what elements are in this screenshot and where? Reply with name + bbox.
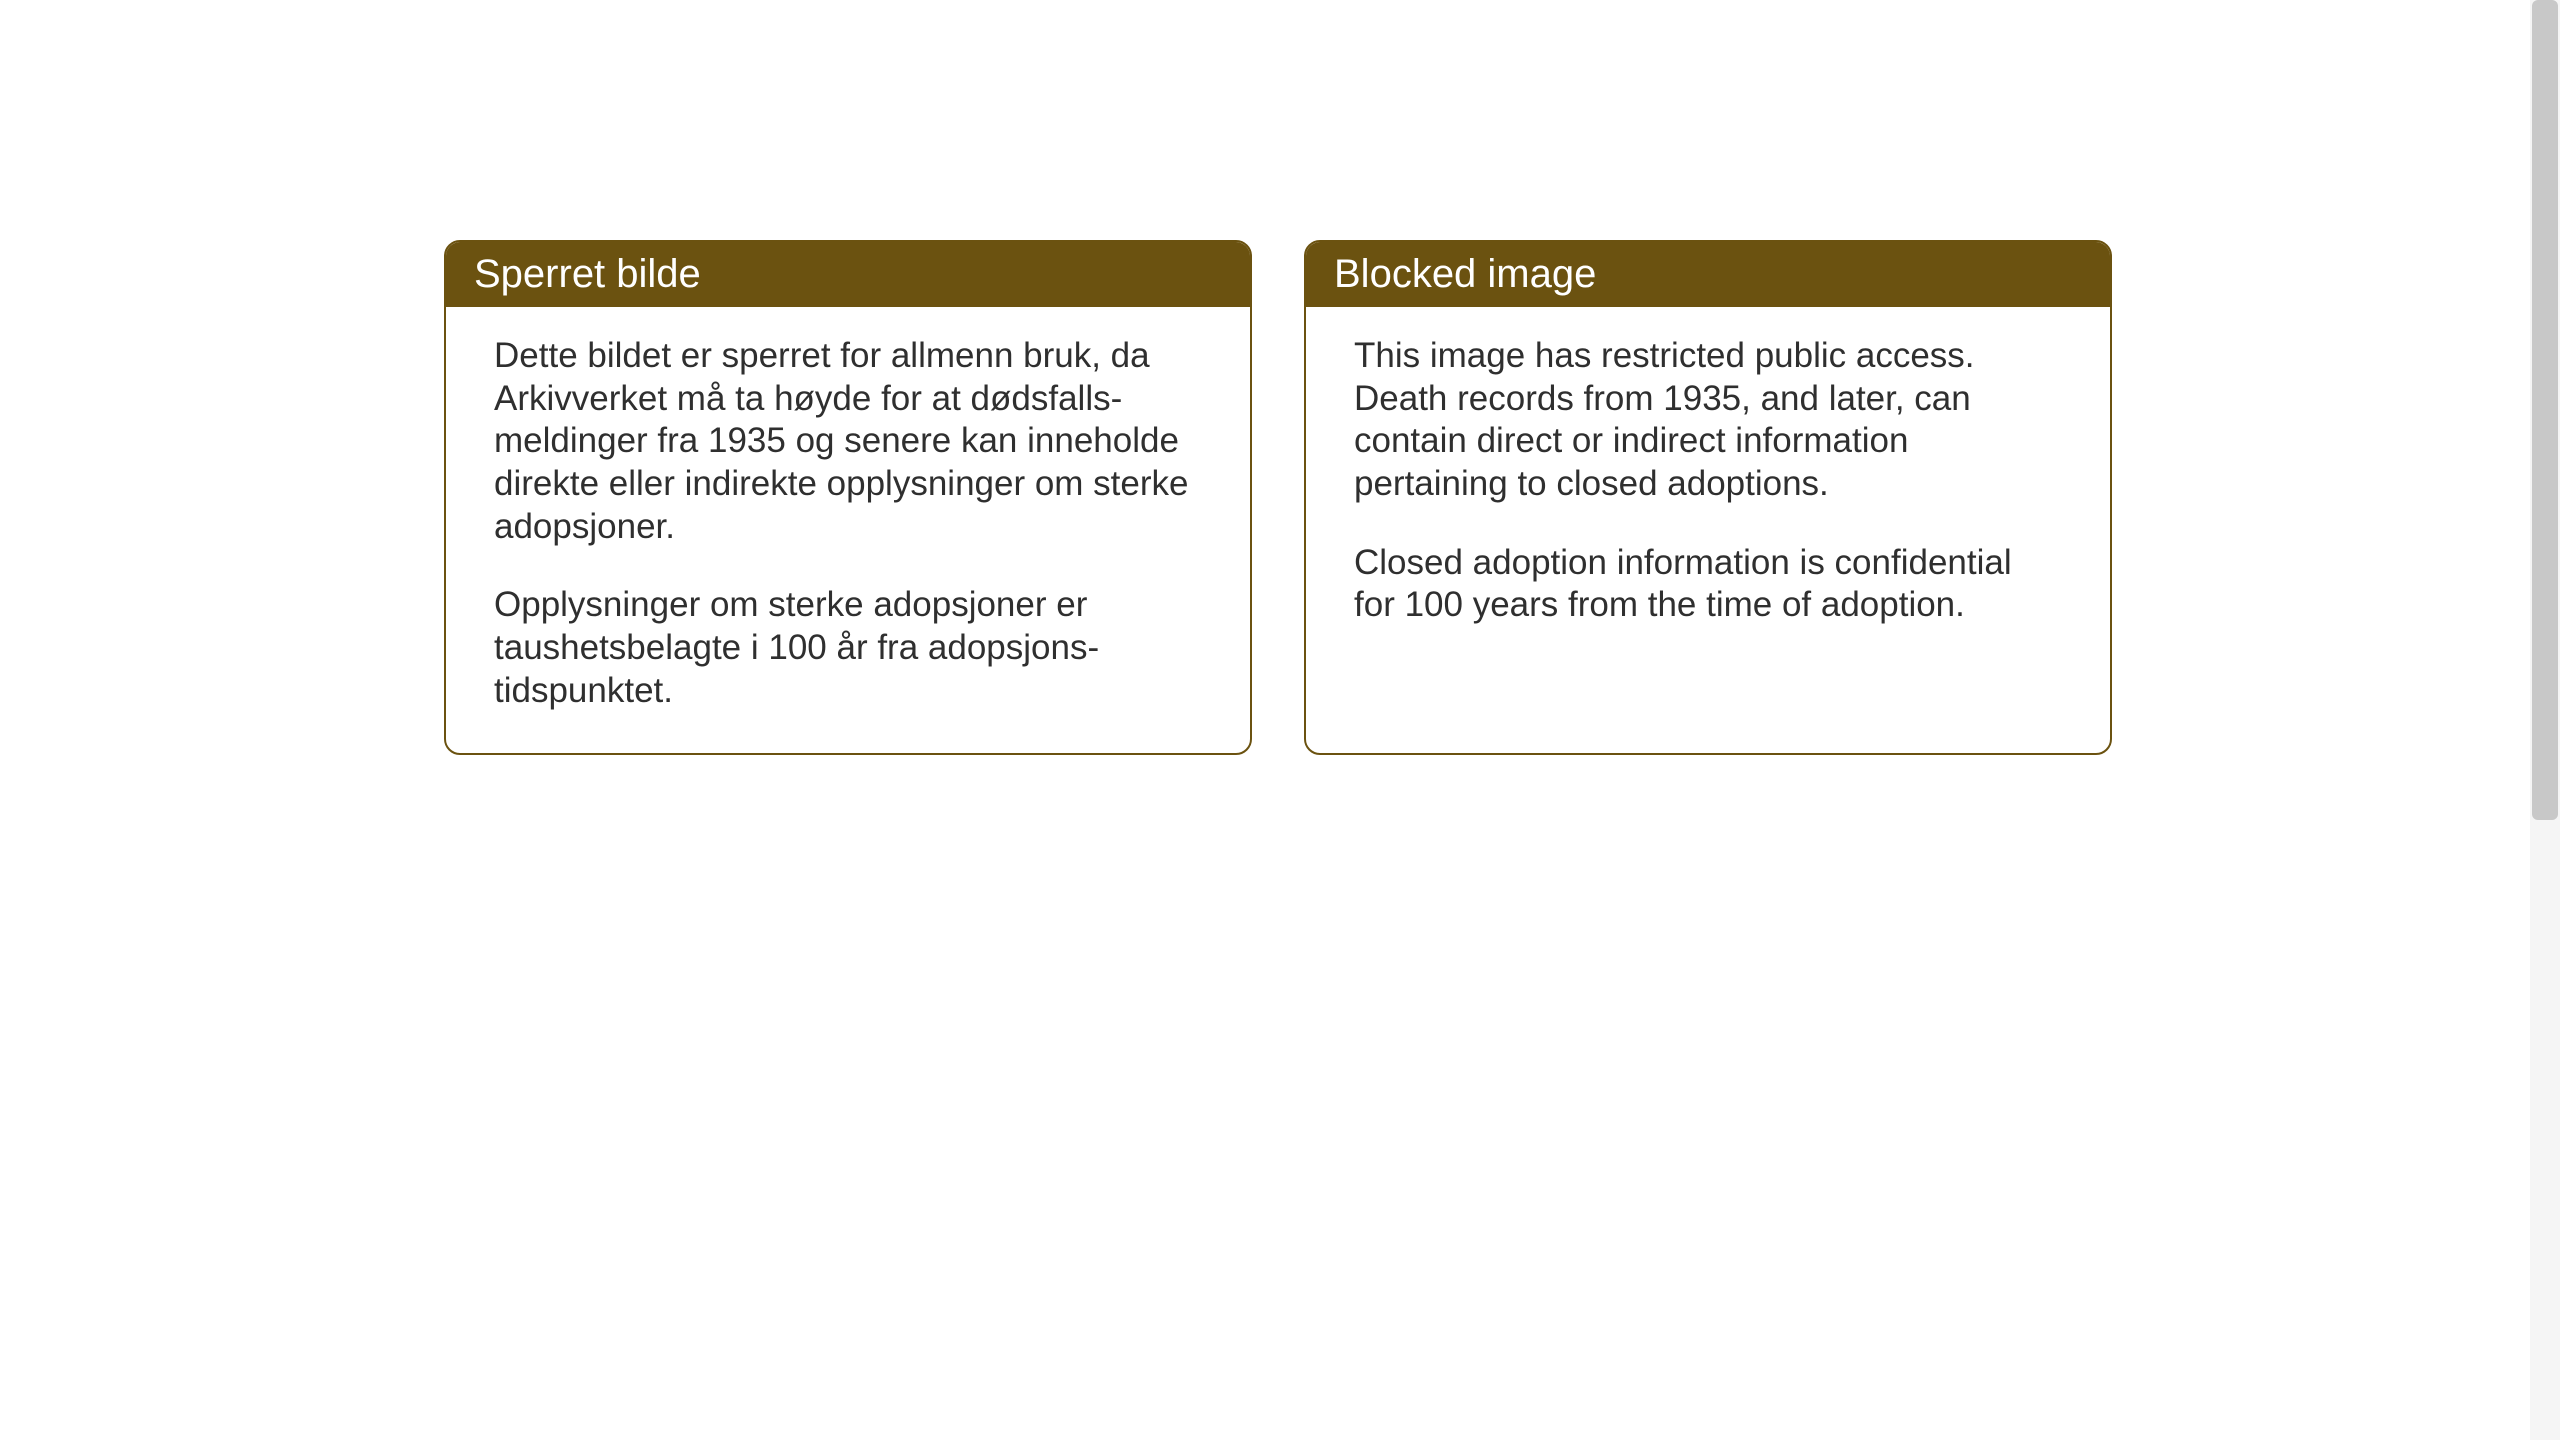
norwegian-panel: Sperret bilde Dette bildet er sperret fo… xyxy=(444,240,1252,755)
norwegian-paragraph-2: Opplysninger om sterke adopsjoner er tau… xyxy=(494,584,1202,712)
english-panel-title: Blocked image xyxy=(1306,242,2110,307)
scrollbar-track[interactable] xyxy=(2530,0,2560,1440)
norwegian-panel-title: Sperret bilde xyxy=(446,242,1250,307)
english-panel: Blocked image This image has restricted … xyxy=(1304,240,2112,755)
english-paragraph-2: Closed adoption information is confident… xyxy=(1354,542,2062,627)
english-panel-body: This image has restricted public access.… xyxy=(1306,307,2110,747)
norwegian-paragraph-1: Dette bildet er sperret for allmenn bruk… xyxy=(494,335,1202,548)
english-paragraph-1: This image has restricted public access.… xyxy=(1354,335,2062,506)
norwegian-panel-body: Dette bildet er sperret for allmenn bruk… xyxy=(446,307,1250,753)
notice-container: Sperret bilde Dette bildet er sperret fo… xyxy=(444,240,2112,755)
scrollbar-thumb[interactable] xyxy=(2532,0,2558,820)
